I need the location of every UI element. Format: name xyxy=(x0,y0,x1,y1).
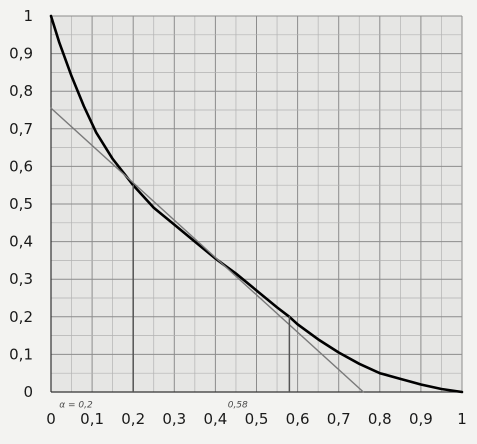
x-tick-label: 0 xyxy=(46,410,56,428)
grid-layer xyxy=(50,15,463,393)
y-tick-label: 0,9 xyxy=(9,45,33,63)
x-tick-label: 0,2 xyxy=(121,410,145,428)
x-tick-label: 0,5 xyxy=(245,410,269,428)
series-curve-0 xyxy=(49,14,464,394)
y-tick-label: 0 xyxy=(23,383,33,401)
y-tick-label: 0,7 xyxy=(9,120,33,138)
x-tick-label: 0,9 xyxy=(409,410,433,428)
annotation-text: α = 0,2 xyxy=(59,401,93,411)
y-tick-label: 0,6 xyxy=(9,157,33,175)
y-tick-label: 1 xyxy=(23,7,33,25)
x-tick-label: 0,3 xyxy=(162,410,186,428)
y-tick-label: 0,5 xyxy=(9,195,33,213)
y-tick-label: 0,1 xyxy=(9,345,33,363)
x-tick-label: 0,7 xyxy=(327,410,351,428)
x-tick-label: 0,6 xyxy=(286,410,310,428)
x-tick-label: 0,8 xyxy=(368,410,392,428)
y-tick-label: 0,2 xyxy=(9,308,33,326)
x-tick-label: 0,1 xyxy=(80,410,104,428)
y-tick-label: 0,4 xyxy=(9,233,33,251)
x-tick-label: 1 xyxy=(457,410,467,428)
x-tick-label: 0,4 xyxy=(203,410,227,428)
series-secant-1 xyxy=(50,107,365,393)
y-tick-label: 0,8 xyxy=(9,82,33,100)
y-tick-label: 0,3 xyxy=(9,270,33,288)
tick-layer: 0 0,1 0,2 0,3 0,4 0,5 0,6 0,7 0,8 0,9 1 0 0,1 0,2 0,3 0… xyxy=(9,7,467,428)
annotation-text: 0,58 xyxy=(228,401,248,411)
note-layer: α = 0,2 0,58 xyxy=(59,401,248,411)
series-layer xyxy=(49,14,464,394)
